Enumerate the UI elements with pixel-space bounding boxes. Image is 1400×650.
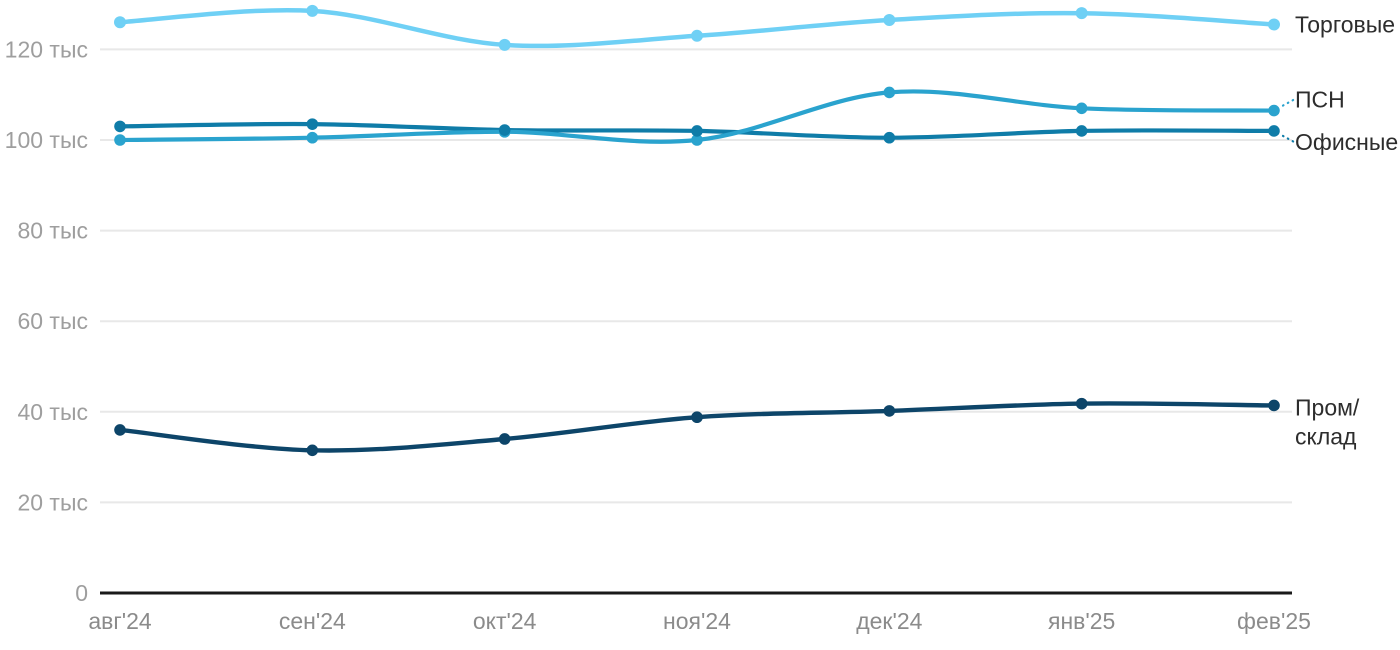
data-point[interactable]: [1267, 18, 1280, 31]
series-label: ПСН: [1295, 87, 1345, 113]
x-axis-tick-label: сен'24: [279, 608, 346, 634]
data-point[interactable]: [690, 29, 703, 42]
data-point[interactable]: [691, 411, 703, 424]
series-label: склад: [1295, 423, 1357, 449]
data-point[interactable]: [498, 124, 511, 136]
data-point[interactable]: [306, 131, 319, 144]
data-point[interactable]: [883, 86, 896, 99]
data-point[interactable]: [691, 125, 703, 137]
series-label: Офисные: [1295, 129, 1398, 155]
data-point[interactable]: [1075, 397, 1088, 410]
data-point[interactable]: [114, 424, 126, 436]
leader-line: [1281, 134, 1296, 144]
y-axis-tick-label: 0: [75, 580, 88, 606]
data-point[interactable]: [1075, 7, 1088, 20]
data-point[interactable]: [114, 134, 126, 146]
data-point[interactable]: [1268, 104, 1280, 117]
data-point[interactable]: [498, 38, 511, 51]
data-point[interactable]: [306, 4, 319, 17]
series-label: Торговые: [1295, 11, 1395, 37]
y-axis-tick-label: 80 тыс: [17, 218, 88, 244]
x-axis-tick-label: авг'24: [88, 608, 152, 634]
data-point[interactable]: [306, 118, 319, 130]
data-point[interactable]: [1268, 399, 1280, 412]
data-point[interactable]: [883, 13, 896, 26]
y-axis-tick-label: 60 тыс: [17, 308, 88, 334]
data-point[interactable]: [1075, 102, 1088, 115]
x-axis-tick-label: янв'25: [1048, 608, 1115, 634]
data-point[interactable]: [883, 131, 896, 144]
data-point[interactable]: [883, 405, 896, 417]
y-axis-tick-label: 100 тыс: [5, 127, 88, 153]
leader-line: [1281, 98, 1296, 107]
x-axis-tick-label: фев'25: [1237, 608, 1311, 634]
x-axis-tick-label: ноя'24: [663, 608, 731, 634]
series-label: Пром/: [1295, 394, 1360, 420]
data-point[interactable]: [1268, 125, 1280, 137]
data-point[interactable]: [114, 16, 126, 29]
data-point[interactable]: [114, 120, 126, 133]
x-axis-tick-label: дек'24: [856, 608, 922, 634]
data-point[interactable]: [691, 134, 703, 146]
y-axis-tick-label: 40 тыс: [17, 399, 88, 425]
data-point[interactable]: [498, 433, 511, 445]
y-axis-tick-label: 120 тыс: [5, 36, 88, 62]
x-axis-tick-label: окт'24: [473, 608, 537, 634]
y-axis-tick-label: 20 тыс: [17, 489, 88, 515]
data-point[interactable]: [306, 444, 319, 457]
series-line-3: [117, 401, 1277, 453]
data-point[interactable]: [1075, 125, 1088, 137]
